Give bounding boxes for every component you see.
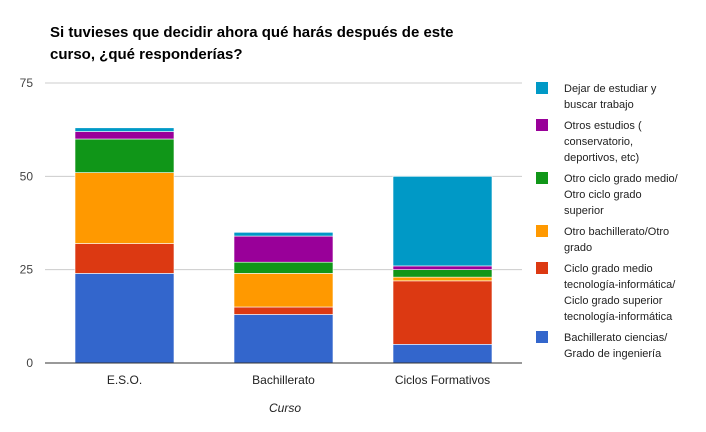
legend-swatch (536, 331, 548, 343)
legend-label: Otro ciclo grado medio/ (564, 173, 679, 185)
legend-label: Grado de ingeniería (564, 348, 662, 360)
bar-segment (233, 261, 334, 274)
legend-label: deportivos, etc) (564, 152, 639, 164)
bar-segment (74, 243, 175, 274)
legend-label: Ciclo grado superior (564, 295, 663, 307)
legend-swatch (536, 172, 548, 184)
legend-label: conservatorio, (564, 136, 633, 148)
legend-label: tecnología-informática (564, 311, 673, 323)
bars-layer (74, 127, 493, 364)
bar-segment (74, 172, 175, 244)
bar-segment (74, 273, 175, 364)
bar-segment (233, 232, 334, 237)
y-tick-label: 75 (20, 76, 34, 90)
y-tick-label: 50 (20, 169, 34, 183)
legend-label: Otros estudios ( (564, 120, 642, 132)
axis-layer: 0 25 50 75 E.S.O. Bachillerato Ciclos Formativ… (20, 76, 522, 387)
bar-segment (392, 269, 493, 278)
legend-layer: Dejar de estudiar y buscar trabajo Otros e… (536, 82, 679, 360)
legend-swatch (536, 82, 548, 94)
legend-label: buscar trabajo (564, 99, 634, 111)
bar-segment (392, 265, 493, 270)
legend-label: Otro ciclo grado (564, 189, 642, 201)
legend-swatch (536, 225, 548, 237)
chart-title-line-1: Si tuvieses que decidir ahora qué harás … (50, 24, 454, 41)
bar-segment (392, 344, 493, 364)
y-tick-label: 0 (26, 356, 33, 370)
bar-segment (233, 273, 334, 308)
bar-segment (74, 138, 175, 173)
legend-label: Bachillerato ciencias/ (564, 332, 668, 344)
x-tick-label: Bachillerato (252, 373, 315, 387)
bar-segment (392, 176, 493, 267)
bar-segment (233, 235, 334, 263)
y-tick-label: 25 (20, 263, 34, 277)
bar-segment (233, 306, 334, 315)
bar-segment (74, 127, 175, 132)
legend-label: Ciclo grado medio (564, 263, 653, 275)
bar-segment (392, 280, 493, 345)
x-tick-label: E.S.O. (107, 373, 142, 387)
x-tick-label: Ciclos Formativos (395, 373, 490, 387)
chart-title-line-2: curso, ¿qué responderías? (50, 46, 243, 63)
legend-label: Otro bachillerato/Otro (564, 226, 669, 238)
bar-segment (233, 314, 334, 364)
bar-segment (74, 131, 175, 140)
legend-label: grado (564, 242, 592, 254)
bar-segment (392, 276, 493, 282)
legend-swatch (536, 262, 548, 274)
legend-swatch (536, 119, 548, 131)
legend-label: superior (564, 205, 604, 217)
x-axis-label: Curso (269, 401, 301, 415)
legend-label: Dejar de estudiar y (564, 83, 657, 95)
legend-label: tecnología-informática/ (564, 279, 676, 291)
